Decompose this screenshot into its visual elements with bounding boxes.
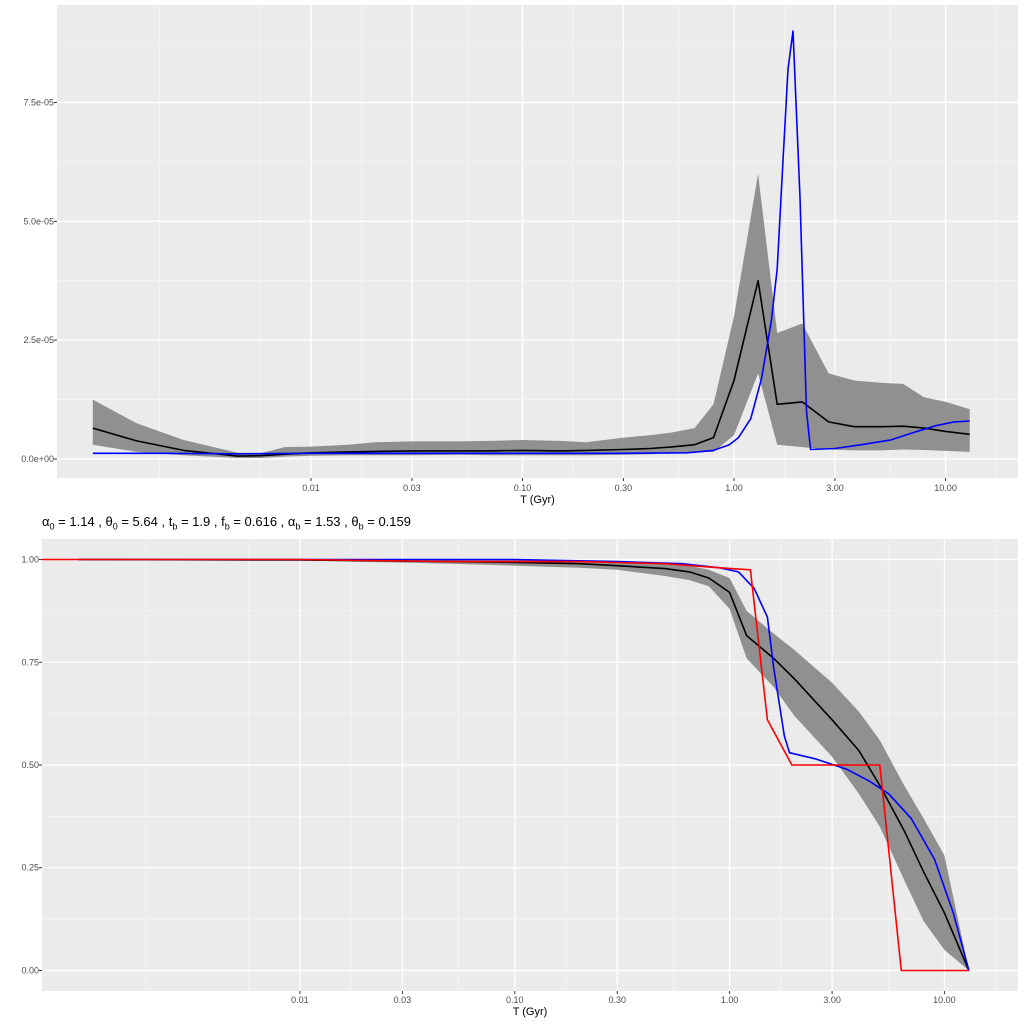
x-axis-title: T (Gyr) [513,1006,548,1018]
y-tick-label: 0.00 [21,965,39,975]
x-tick-label: 0.01 [291,995,309,1005]
subtitle-param-3: fb = 0.616 , [221,514,288,532]
x-tick-label: 3.00 [823,995,841,1005]
x-tick-label: 0.03 [403,483,421,493]
red-series-line [42,558,969,972]
blue-series-line [78,558,970,971]
x-tick-label: 1.00 [725,483,743,493]
x-tick-label: 0.30 [609,995,627,1005]
y-tick-label: 5.0e-05 [23,216,54,226]
x-tick-label: 0.01 [302,483,320,493]
y-tick-label: 0.50 [21,760,39,770]
subtitle-param-0: α0 = 1.14 , [42,514,106,532]
subtitle-param-2: tb = 1.9 , [168,514,222,532]
y-tick-label: 1.00 [21,555,39,565]
parameter-subtitle: α0 = 1.14 , θ0 = 5.64 , tb = 1.9 , fb = … [42,514,411,532]
x-tick-label: 0.30 [615,483,633,493]
x-tick-label: 0.10 [506,995,524,1005]
x-tick-label: 0.03 [394,995,412,1005]
subtitle-param-1: θ0 = 5.64 , [105,514,169,532]
x-tick-label: 3.00 [826,483,844,493]
blue-series-line [92,30,970,455]
y-tick-label: 7.5e-05 [23,97,54,107]
y-tick-label: 0.25 [21,863,39,873]
x-axis-title: T (Gyr) [520,494,555,506]
subtitle-param-5: θb = 0.159 [351,514,411,532]
subtitle-param-4: αb = 1.53 , [287,514,352,532]
x-tick-label: 0.10 [514,483,532,493]
y-tick-label: 2.5e-05 [23,335,54,345]
x-tick-label: 10.00 [933,995,956,1005]
y-tick-label: 0.75 [21,657,39,667]
bottom-panel: 0.01 0.03 0.10 0.30 1.00 3.00 10.00 0.00 0.25 0.5… [21,539,1018,1018]
y-tick-label: 0.0e+00 [21,454,54,464]
black-series-line [78,558,970,971]
x-tick-label: 10.00 [934,483,957,493]
confidence-ribbon [92,173,970,459]
x-tick-label: 1.00 [721,995,739,1005]
top-panel: 0.01 0.03 0.10 0.30 1.00 3.00 10.00 0.0e+00 2.5e… [21,5,1018,506]
